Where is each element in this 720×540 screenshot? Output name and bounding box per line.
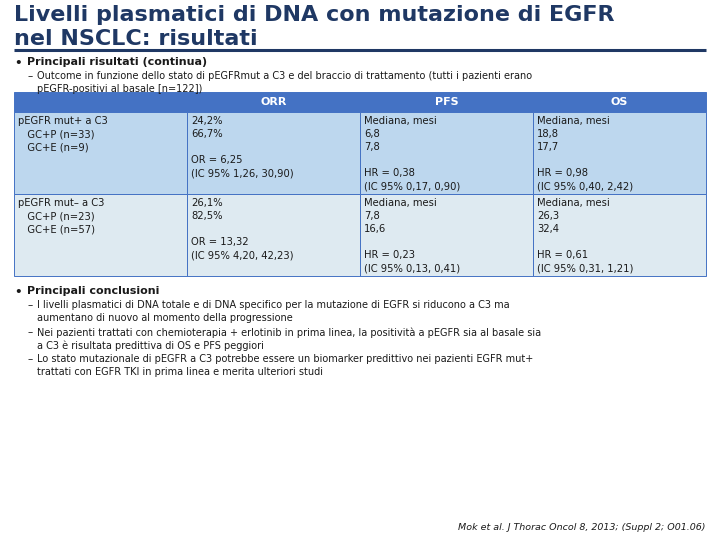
Text: Livelli plasmatici di DNA con mutazione di EGFR
nel NSCLC: risultati: Livelli plasmatici di DNA con mutazione … (14, 5, 614, 49)
Text: PFS: PFS (435, 97, 459, 107)
Text: pEGFR mut+ a C3
   GC+P (n=33)
   GC+E (n=9): pEGFR mut+ a C3 GC+P (n=33) GC+E (n=9) (18, 116, 108, 152)
Text: I livelli plasmatici di DNA totale e di DNA specifico per la mutazione di EGFR s: I livelli plasmatici di DNA totale e di … (37, 300, 510, 323)
Text: Outcome in funzione dello stato di pEGFRmut a C3 e del braccio di trattamento (t: Outcome in funzione dello stato di pEGFR… (37, 71, 532, 94)
Text: •: • (14, 57, 22, 70)
Bar (533, 92, 706, 112)
Bar (187, 112, 360, 194)
Text: ORR: ORR (261, 97, 287, 107)
Text: OS: OS (611, 97, 628, 107)
Bar (360, 92, 533, 112)
Bar (187, 194, 360, 276)
Bar (187, 92, 360, 112)
Text: Mediana, mesi
7,8
16,6

HR = 0,23
(IC 95% 0,13, 0,41): Mediana, mesi 7,8 16,6 HR = 0,23 (IC 95%… (364, 198, 460, 273)
Text: Lo stato mutazionale di pEGFR a C3 potrebbe essere un biomarker predittivo nei p: Lo stato mutazionale di pEGFR a C3 potre… (37, 354, 534, 377)
Text: Mediana, mesi
6,8
7,8

HR = 0,38
(IC 95% 0,17, 0,90): Mediana, mesi 6,8 7,8 HR = 0,38 (IC 95% … (364, 116, 460, 191)
Bar (533, 112, 706, 194)
Bar (533, 194, 706, 276)
Text: Principali risultati (continua): Principali risultati (continua) (27, 57, 207, 67)
Bar (14, 112, 187, 194)
Text: –: – (27, 71, 32, 81)
Bar (14, 194, 187, 276)
Text: –: – (27, 354, 32, 364)
Bar (360, 112, 533, 194)
Text: –: – (27, 300, 32, 310)
Text: •: • (14, 286, 22, 299)
Text: 26,1%
82,5%

OR = 13,32
(IC 95% 4,20, 42,23): 26,1% 82,5% OR = 13,32 (IC 95% 4,20, 42,… (191, 198, 294, 260)
Bar (14, 92, 187, 112)
Text: Mok et al. J Thorac Oncol 8, 2013; (Suppl 2; O01.06): Mok et al. J Thorac Oncol 8, 2013; (Supp… (459, 523, 706, 532)
Text: Nei pazienti trattati con chemioterapia + erlotinib in prima linea, la positivit: Nei pazienti trattati con chemioterapia … (37, 327, 541, 351)
Text: Principali conclusioni: Principali conclusioni (27, 286, 159, 296)
Text: Mediana, mesi
18,8
17,7

HR = 0,98
(IC 95% 0,40, 2,42): Mediana, mesi 18,8 17,7 HR = 0,98 (IC 95… (537, 116, 633, 191)
Text: pEGFR mut– a C3
   GC+P (n=23)
   GC+E (n=57): pEGFR mut– a C3 GC+P (n=23) GC+E (n=57) (18, 198, 104, 234)
Bar (360, 194, 533, 276)
Text: –: – (27, 327, 32, 337)
Text: 24,2%
66,7%

OR = 6,25
(IC 95% 1,26, 30,90): 24,2% 66,7% OR = 6,25 (IC 95% 1,26, 30,9… (191, 116, 294, 178)
Text: Mediana, mesi
26,3
32,4

HR = 0,61
(IC 95% 0,31, 1,21): Mediana, mesi 26,3 32,4 HR = 0,61 (IC 95… (537, 198, 634, 273)
